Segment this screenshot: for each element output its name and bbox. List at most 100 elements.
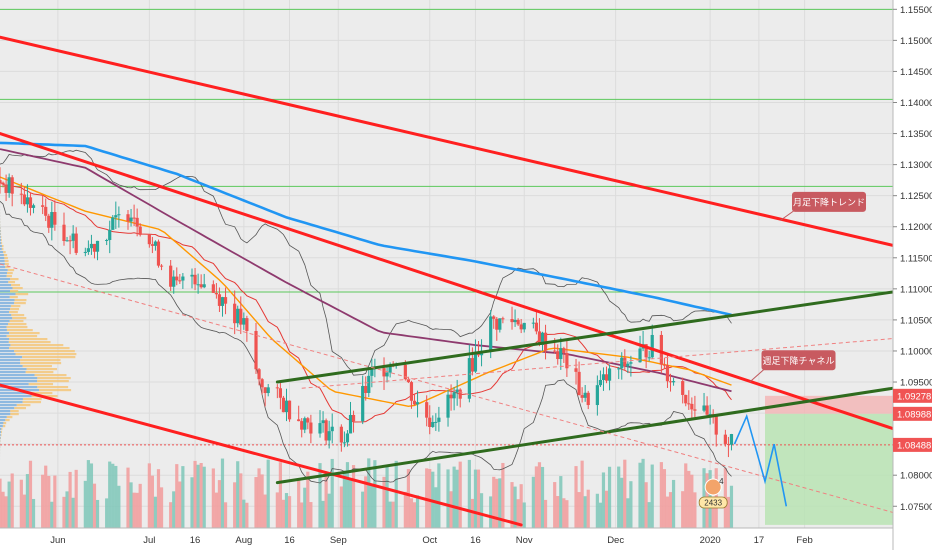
volume-bar	[623, 460, 626, 528]
candle-body	[117, 214, 120, 215]
candle-body	[160, 266, 163, 267]
candle-body	[26, 197, 29, 204]
volume-bar	[254, 477, 257, 528]
volume-bar	[453, 467, 456, 528]
x-tick-label: Aug	[235, 535, 252, 546]
profile-bar-buy	[0, 404, 17, 406]
candle-body	[702, 405, 705, 410]
volume-bar	[193, 461, 196, 528]
candle-body	[416, 402, 419, 404]
candle-body	[648, 357, 651, 358]
candle-body	[532, 323, 535, 324]
candle-body	[620, 358, 623, 369]
candle-body	[257, 369, 260, 379]
volume-bar	[0, 479, 2, 528]
candle-body	[264, 387, 267, 393]
candle-body	[328, 431, 331, 440]
profile-bar-buy	[0, 308, 10, 310]
profile-bar-sell	[10, 410, 18, 412]
volume-bar	[105, 498, 108, 528]
candle-body	[172, 277, 175, 287]
volume-bar	[114, 466, 117, 528]
profile-bar-buy	[0, 251, 3, 253]
volume-bar	[660, 462, 663, 528]
volume-bar	[221, 459, 224, 528]
volume-bar	[20, 480, 23, 528]
volume-bar	[559, 476, 562, 528]
candle-body	[410, 382, 413, 401]
profile-bar-sell	[3, 251, 6, 253]
profile-bar-buy	[0, 311, 9, 313]
candle-body	[562, 348, 565, 353]
profile-bar-buy	[0, 341, 9, 343]
profile-bar-sell	[2, 245, 4, 247]
volume-bar	[477, 470, 480, 528]
y-tick-label: 1.11000	[900, 284, 932, 295]
volume-bar	[169, 502, 172, 528]
candle-body	[297, 419, 300, 421]
candle-body	[553, 351, 556, 352]
candle-body	[492, 316, 495, 318]
volume-bar	[181, 466, 184, 528]
profile-bar-buy	[0, 299, 14, 301]
candle-body	[96, 241, 99, 252]
candle-body	[111, 217, 114, 230]
candle-body	[151, 244, 154, 246]
volume-bar	[242, 500, 245, 528]
profile-bar-sell	[4, 257, 8, 259]
profile-bar-sell	[1, 239, 2, 241]
candle-body	[556, 351, 559, 359]
candle-body	[617, 368, 620, 369]
profile-bar-buy	[0, 431, 1, 433]
volume-bar	[200, 463, 203, 528]
volume-bar	[584, 496, 587, 528]
candle-body	[693, 409, 696, 410]
x-tick-label: Oct	[422, 535, 437, 546]
candle-body	[495, 319, 498, 330]
candle-body	[203, 284, 206, 287]
candle-body	[325, 420, 328, 440]
volume-bar	[617, 467, 620, 528]
profile-bar-buy	[0, 338, 9, 340]
volume-bar	[50, 502, 53, 528]
volume-bar	[93, 484, 96, 528]
profile-bar-buy	[0, 236, 1, 238]
candle-body	[449, 395, 452, 399]
volume-bar	[75, 470, 78, 528]
profile-bar-sell	[29, 383, 53, 385]
x-tick-label: 17	[754, 535, 765, 546]
profile-bar-sell	[27, 368, 57, 370]
volume-bar	[587, 490, 590, 528]
volume-bar	[26, 474, 29, 528]
candle-body	[587, 393, 590, 405]
profile-bar-buy	[0, 419, 5, 421]
volume-bar	[602, 472, 605, 528]
volume-bar	[288, 496, 291, 528]
candle-body	[385, 373, 388, 377]
volume-bar	[535, 466, 538, 528]
profile-bar-buy	[0, 317, 12, 319]
y-tick-label: 1.14000	[900, 98, 932, 109]
volume-bar	[44, 466, 47, 528]
profile-bar-sell	[7, 326, 28, 328]
candle-body	[175, 277, 178, 281]
profile-bar-buy	[0, 248, 2, 250]
profile-bar-sell	[10, 344, 63, 346]
candle-body	[190, 275, 193, 277]
candle-body	[434, 422, 437, 423]
candle-body	[32, 205, 35, 208]
candle-body	[349, 415, 352, 434]
profile-bar-sell	[20, 359, 60, 361]
candle-body	[309, 423, 312, 434]
y-tick-label: 1.12500	[900, 191, 932, 202]
volume-bar	[468, 460, 471, 528]
profile-bar-sell	[1, 434, 2, 436]
volume-bar	[370, 484, 373, 528]
profile-bar-sell	[23, 365, 52, 367]
candle-body	[303, 418, 306, 429]
candle-body	[520, 324, 523, 329]
profile-bar-buy	[0, 398, 23, 400]
volume-bar	[245, 503, 248, 528]
y-tick-label: 1.07500	[900, 502, 932, 513]
candle-body	[321, 420, 324, 423]
